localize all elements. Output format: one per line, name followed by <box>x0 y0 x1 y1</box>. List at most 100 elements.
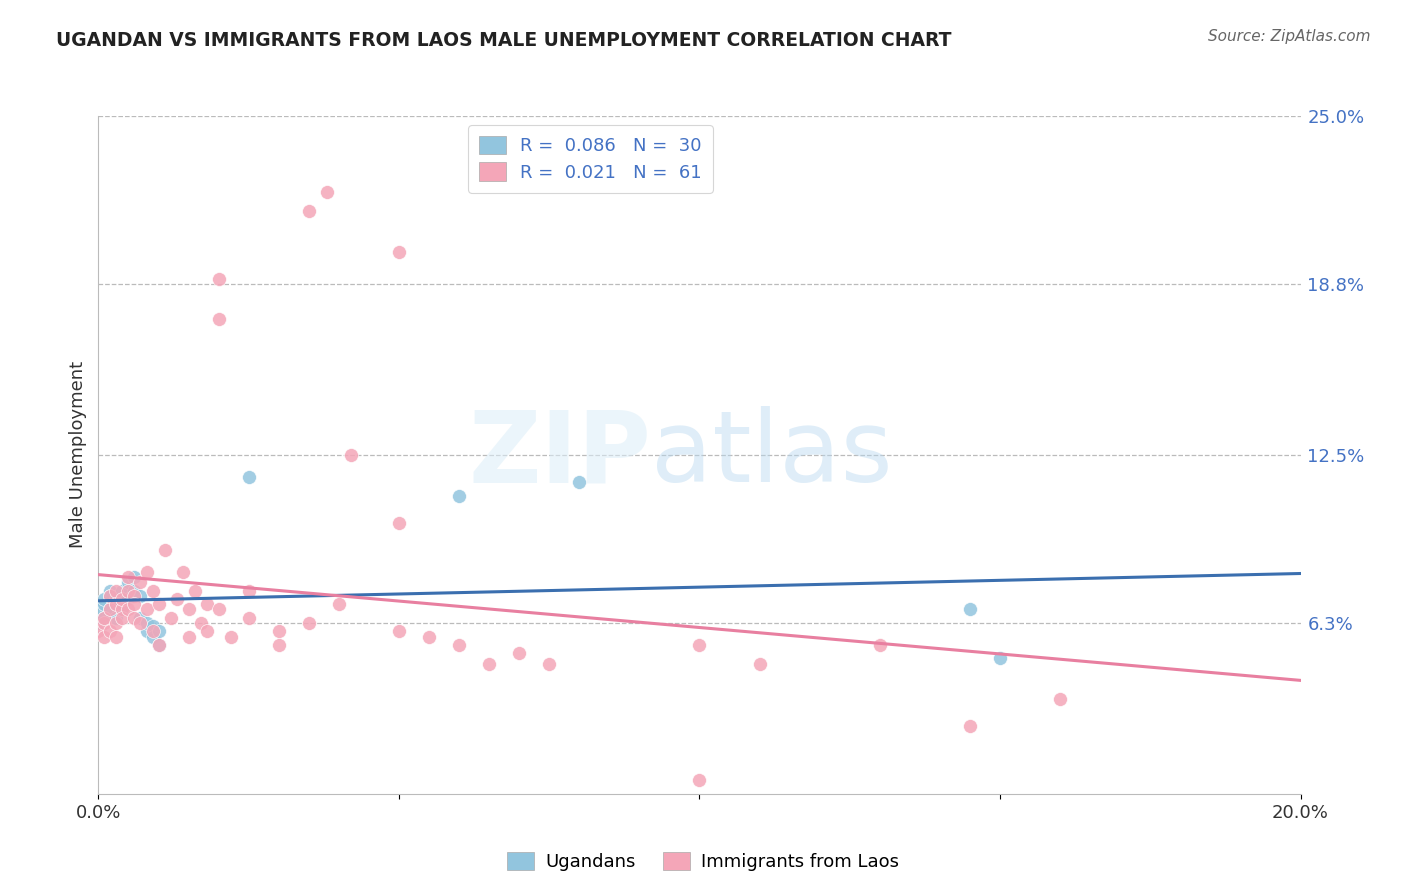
Point <box>117 602 139 616</box>
Point <box>159 610 181 624</box>
Point <box>340 448 363 462</box>
Point <box>388 624 411 639</box>
Point <box>124 570 146 584</box>
Point <box>447 638 470 652</box>
Point <box>105 630 128 644</box>
Point <box>100 602 122 616</box>
Point <box>166 591 188 606</box>
Point <box>129 615 152 630</box>
Point <box>141 583 163 598</box>
Legend: R =  0.086   N =  30, R =  0.021   N =  61: R = 0.086 N = 30, R = 0.021 N = 61 <box>468 125 713 193</box>
Point <box>148 638 170 652</box>
Point <box>328 597 350 611</box>
Point <box>183 583 205 598</box>
Point <box>93 597 115 611</box>
Point <box>298 615 321 630</box>
Point <box>100 602 122 616</box>
Point <box>100 589 122 603</box>
Point <box>129 575 152 590</box>
Point <box>105 591 128 606</box>
Legend: Ugandans, Immigrants from Laos: Ugandans, Immigrants from Laos <box>501 845 905 879</box>
Point <box>135 615 157 630</box>
Point <box>208 312 231 326</box>
Point <box>315 185 337 199</box>
Point <box>87 615 110 630</box>
Point <box>129 610 152 624</box>
Point <box>148 597 170 611</box>
Point <box>87 602 110 616</box>
Point <box>689 638 711 652</box>
Point <box>93 615 115 630</box>
Point <box>298 203 321 218</box>
Point <box>105 597 128 611</box>
Point <box>190 615 212 630</box>
Text: Source: ZipAtlas.com: Source: ZipAtlas.com <box>1208 29 1371 44</box>
Point <box>117 570 139 584</box>
Point <box>124 589 146 603</box>
Point <box>117 583 139 598</box>
Point <box>508 646 530 660</box>
Text: UGANDAN VS IMMIGRANTS FROM LAOS MALE UNEMPLOYMENT CORRELATION CHART: UGANDAN VS IMMIGRANTS FROM LAOS MALE UNE… <box>56 31 952 50</box>
Point <box>124 597 146 611</box>
Point <box>219 630 242 644</box>
Point <box>135 565 157 579</box>
Text: ZIP: ZIP <box>468 407 651 503</box>
Point <box>418 630 440 644</box>
Point <box>117 575 139 590</box>
Point <box>988 651 1011 665</box>
Point <box>195 624 218 639</box>
Point <box>87 624 110 639</box>
Point <box>93 610 115 624</box>
Point <box>100 583 122 598</box>
Point <box>478 657 501 671</box>
Point <box>135 602 157 616</box>
Point <box>117 591 139 606</box>
Point <box>111 602 134 616</box>
Point <box>748 657 770 671</box>
Point <box>105 615 128 630</box>
Point <box>135 624 157 639</box>
Point <box>538 657 561 671</box>
Point <box>153 542 176 557</box>
Point <box>238 583 260 598</box>
Point <box>124 610 146 624</box>
Point <box>172 565 194 579</box>
Point <box>93 610 115 624</box>
Point <box>148 638 170 652</box>
Point <box>111 583 134 598</box>
Point <box>141 624 163 639</box>
Point <box>208 271 231 285</box>
Point <box>869 638 891 652</box>
Point <box>267 638 290 652</box>
Text: atlas: atlas <box>651 407 893 503</box>
Point <box>1049 692 1071 706</box>
Point <box>388 244 411 259</box>
Point <box>177 630 200 644</box>
Point <box>388 516 411 530</box>
Point <box>689 773 711 788</box>
Point <box>93 591 115 606</box>
Point <box>105 610 128 624</box>
Point <box>100 589 122 603</box>
Point <box>141 630 163 644</box>
Point <box>959 602 981 616</box>
Point <box>959 719 981 733</box>
Point <box>111 602 134 616</box>
Y-axis label: Male Unemployment: Male Unemployment <box>69 361 87 549</box>
Point <box>148 624 170 639</box>
Point <box>111 610 134 624</box>
Point <box>238 610 260 624</box>
Point <box>267 624 290 639</box>
Point <box>177 602 200 616</box>
Point <box>129 589 152 603</box>
Point <box>195 597 218 611</box>
Point <box>447 489 470 503</box>
Point <box>100 624 122 639</box>
Point <box>238 469 260 483</box>
Point <box>105 583 128 598</box>
Point <box>208 602 231 616</box>
Point <box>93 630 115 644</box>
Point <box>141 619 163 633</box>
Point <box>111 591 134 606</box>
Point <box>105 597 128 611</box>
